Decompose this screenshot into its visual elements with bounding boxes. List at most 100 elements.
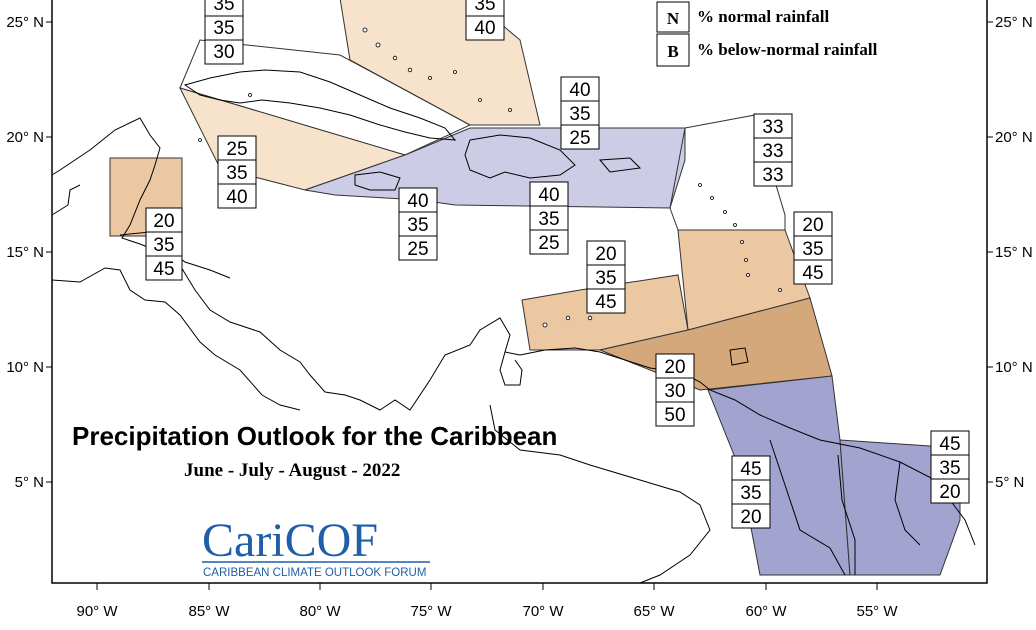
island xyxy=(453,70,457,74)
island xyxy=(428,76,432,80)
lat-25: 25° N 25° N xyxy=(6,14,1032,31)
guyana-border xyxy=(769,439,846,576)
island xyxy=(392,55,398,61)
island xyxy=(698,183,702,187)
prob-value: 20 xyxy=(664,357,685,378)
island xyxy=(746,273,750,277)
prob-box-bahamas-north: 35 35 30 xyxy=(204,0,244,65)
lat-label-right: 15° N xyxy=(995,244,1033,261)
island xyxy=(198,138,202,142)
lat-15: 15° N 15° N xyxy=(6,244,1032,261)
prob-box-hispaniola: 40 35 25 xyxy=(529,181,569,255)
prob-value: 35 xyxy=(153,235,174,256)
prob-value: 25 xyxy=(226,139,247,160)
lat-10: 10° N 10° N xyxy=(6,359,1032,376)
island xyxy=(478,98,482,102)
prob-value: 20 xyxy=(802,215,823,236)
lon-label: 70° W xyxy=(522,603,564,620)
prob-value: 25 xyxy=(538,233,559,254)
prob-value: 45 xyxy=(939,434,960,455)
lat-label-left: 25° N xyxy=(6,14,44,31)
coast-mexico-central-america xyxy=(51,117,521,411)
prob-value: 33 xyxy=(762,165,783,186)
lon-label: 80° W xyxy=(299,603,341,620)
french-guiana-border xyxy=(894,461,921,546)
legend-key: N xyxy=(667,9,680,28)
prob-value: 35 xyxy=(538,209,559,230)
island xyxy=(362,27,368,33)
lon-label: 85° W xyxy=(188,603,230,620)
island xyxy=(744,258,748,262)
island xyxy=(508,108,512,112)
legend-item-normal: N % normal rainfall xyxy=(656,1,829,33)
prob-value: 33 xyxy=(762,117,783,138)
longitude-axis: 90° W 85° W 80° W 75° W 70° W 65° W 60° … xyxy=(76,583,898,620)
puerto-rico-outline xyxy=(598,157,642,173)
prob-box-guyana: 45 35 20 xyxy=(731,455,771,529)
lat-20: 20° N 20° N xyxy=(6,129,1032,146)
hispaniola-outline xyxy=(464,134,576,179)
prob-value: 35 xyxy=(407,215,428,236)
lon-label: 75° W xyxy=(410,603,452,620)
prob-value: 40 xyxy=(407,191,428,212)
prob-value: 20 xyxy=(939,482,960,503)
lon-label: 55° W xyxy=(856,603,898,620)
prob-value: 40 xyxy=(474,18,495,39)
legend-key: B xyxy=(667,42,678,61)
probability-boxes: 35 35 30 35 40 20 35 45 25 35 40 xyxy=(145,0,970,529)
island xyxy=(778,288,782,292)
prob-value: 25 xyxy=(407,239,428,260)
prob-box-leeward: 33 33 33 xyxy=(753,113,793,187)
island xyxy=(542,322,548,328)
prob-box-suriname: 45 35 20 xyxy=(930,430,970,504)
lat-label-left: 20° N xyxy=(6,129,44,146)
prob-value: 20 xyxy=(740,507,761,528)
lat-label-left: 5° N xyxy=(15,474,44,491)
lon-label: 90° W xyxy=(76,603,118,620)
prob-value: 45 xyxy=(740,459,761,480)
prob-box-cuba: 25 35 40 xyxy=(217,135,257,209)
lat-5: 5° N 5° N xyxy=(15,474,1025,491)
lat-label-right: 20° N xyxy=(995,129,1033,146)
coast-venezuela-lake xyxy=(499,351,523,386)
prob-value: 35 xyxy=(569,104,590,125)
prob-value: 45 xyxy=(153,259,174,280)
cuba-outline xyxy=(183,69,457,141)
map-subtitle: June - July - August - 2022 xyxy=(184,460,400,481)
prob-value: 50 xyxy=(664,405,685,426)
prob-value: 30 xyxy=(664,381,685,402)
lat-label-left: 10° N xyxy=(6,359,44,376)
prob-value: 35 xyxy=(740,483,761,504)
small-islands xyxy=(198,27,782,328)
lat-label-right: 10° N xyxy=(995,359,1033,376)
prob-box-jamaica: 40 35 25 xyxy=(398,187,438,261)
island xyxy=(733,223,737,227)
prob-box-abc: 20 35 45 xyxy=(586,240,626,314)
prob-value: 35 xyxy=(213,0,234,15)
prob-box-windward: 20 35 45 xyxy=(793,211,833,285)
prob-value: 35 xyxy=(939,458,960,479)
prob-value: 35 xyxy=(226,163,247,184)
prob-value: 45 xyxy=(595,292,616,313)
latitude-axis: 25° N 25° N 20° N 20° N 15° N 15° N 10° … xyxy=(6,14,1032,491)
prob-value: 40 xyxy=(538,185,559,206)
legend-label: % normal rainfall xyxy=(697,7,829,26)
logo-tagline: CARIBBEAN CLIMATE OUTLOOK FORUM xyxy=(203,567,426,579)
lat-label-right: 25° N xyxy=(995,14,1033,31)
prob-box-belize: 20 35 45 xyxy=(145,207,183,281)
prob-box-bahamas-south: 35 40 xyxy=(465,0,505,41)
island xyxy=(587,315,593,321)
prob-value: 40 xyxy=(226,187,247,208)
prob-value: 20 xyxy=(595,244,616,265)
island xyxy=(407,67,413,73)
island xyxy=(248,93,252,97)
island xyxy=(723,210,727,214)
island xyxy=(710,196,714,200)
coast-pacific-colombia xyxy=(489,404,711,584)
coast-mexico-west xyxy=(51,267,301,411)
legend-label: % below-normal rainfall xyxy=(697,40,878,59)
island xyxy=(375,42,381,48)
prob-value: 35 xyxy=(474,0,495,15)
legend-item-below: B % below-normal rainfall xyxy=(656,33,878,67)
